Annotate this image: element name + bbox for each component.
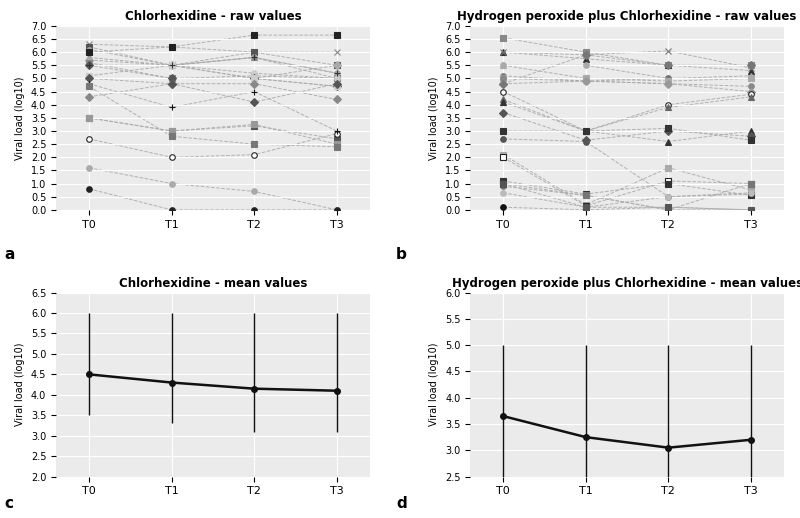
- Text: b: b: [396, 247, 407, 262]
- Text: d: d: [396, 496, 406, 511]
- Title: Hydrogen peroxide plus Chlorhexidine - raw values: Hydrogen peroxide plus Chlorhexidine - r…: [458, 10, 797, 23]
- Text: a: a: [4, 247, 14, 262]
- Y-axis label: Viral load (log10): Viral load (log10): [430, 343, 439, 426]
- Text: c: c: [4, 496, 13, 511]
- Title: Chlorhexidine - raw values: Chlorhexidine - raw values: [125, 10, 302, 23]
- Y-axis label: Viral load (log10): Viral load (log10): [15, 76, 26, 160]
- Title: Hydrogen peroxide plus Chlorhexidine - mean values: Hydrogen peroxide plus Chlorhexidine - m…: [451, 277, 800, 290]
- Y-axis label: Viral load (log10): Viral load (log10): [15, 343, 26, 426]
- Y-axis label: Viral load (log10): Viral load (log10): [430, 76, 439, 160]
- Title: Chlorhexidine - mean values: Chlorhexidine - mean values: [118, 277, 307, 290]
